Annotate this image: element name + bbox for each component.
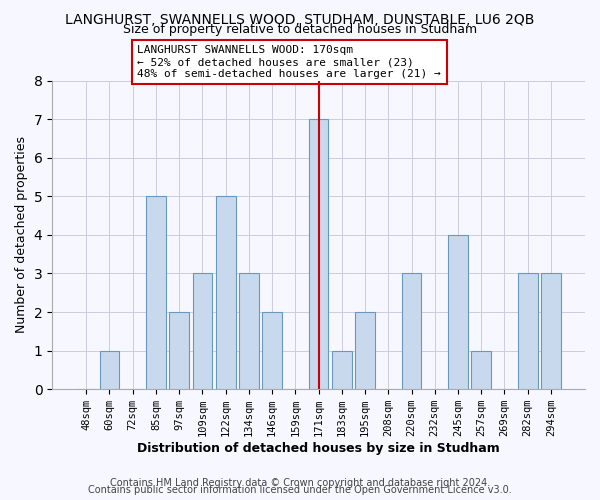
Text: Contains HM Land Registry data © Crown copyright and database right 2024.: Contains HM Land Registry data © Crown c…: [110, 478, 490, 488]
Bar: [448, 235, 468, 389]
Text: LANGHURST SWANNELLS WOOD: 170sqm
← 52% of detached houses are smaller (23)
48% o: LANGHURST SWANNELLS WOOD: 170sqm ← 52% o…: [137, 46, 441, 78]
Bar: [401, 274, 421, 389]
Bar: [146, 196, 166, 389]
Bar: [355, 312, 375, 389]
X-axis label: Distribution of detached houses by size in Studham: Distribution of detached houses by size …: [137, 442, 500, 455]
Bar: [472, 350, 491, 389]
Bar: [216, 196, 236, 389]
Bar: [309, 119, 328, 389]
Bar: [193, 274, 212, 389]
Y-axis label: Number of detached properties: Number of detached properties: [15, 136, 28, 334]
Text: Contains public sector information licensed under the Open Government Licence v3: Contains public sector information licen…: [88, 485, 512, 495]
Bar: [262, 312, 282, 389]
Bar: [541, 274, 561, 389]
Bar: [100, 350, 119, 389]
Bar: [169, 312, 189, 389]
Bar: [518, 274, 538, 389]
Bar: [332, 350, 352, 389]
Text: Size of property relative to detached houses in Studham: Size of property relative to detached ho…: [123, 22, 477, 36]
Text: LANGHURST, SWANNELLS WOOD, STUDHAM, DUNSTABLE, LU6 2QB: LANGHURST, SWANNELLS WOOD, STUDHAM, DUNS…: [65, 12, 535, 26]
Bar: [239, 274, 259, 389]
